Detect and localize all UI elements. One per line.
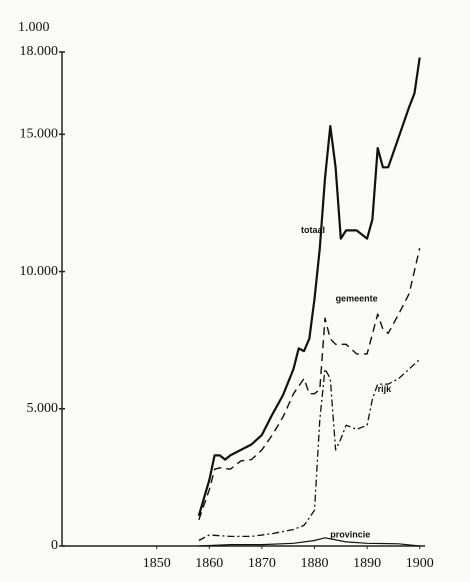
x-tick-label: 1900 [406, 556, 434, 571]
series-line [198, 248, 421, 521]
y-tick-label: 15.000 [20, 127, 59, 142]
y-tick-label: 10.000 [20, 264, 59, 279]
series-line [198, 537, 420, 547]
y-tick-label: 5.000 [27, 401, 59, 416]
x-tick-label: 1850 [143, 556, 171, 571]
series-line [198, 358, 421, 542]
x-tick-label: 1870 [248, 556, 276, 571]
y-tick-label: 0 [51, 538, 58, 553]
y-axis-label: 1.000 [18, 20, 50, 35]
series-line [197, 57, 421, 517]
series-label: gemeente [336, 293, 378, 303]
x-tick-label: 1880 [301, 556, 329, 571]
series-label: provincie [330, 529, 370, 539]
x-tick-label: 1860 [195, 556, 223, 571]
series-label: rijk [378, 384, 393, 394]
x-tick-label: 1890 [353, 556, 381, 571]
y-tick-label: 18.000 [20, 44, 59, 59]
series-label: totaal [301, 225, 325, 235]
